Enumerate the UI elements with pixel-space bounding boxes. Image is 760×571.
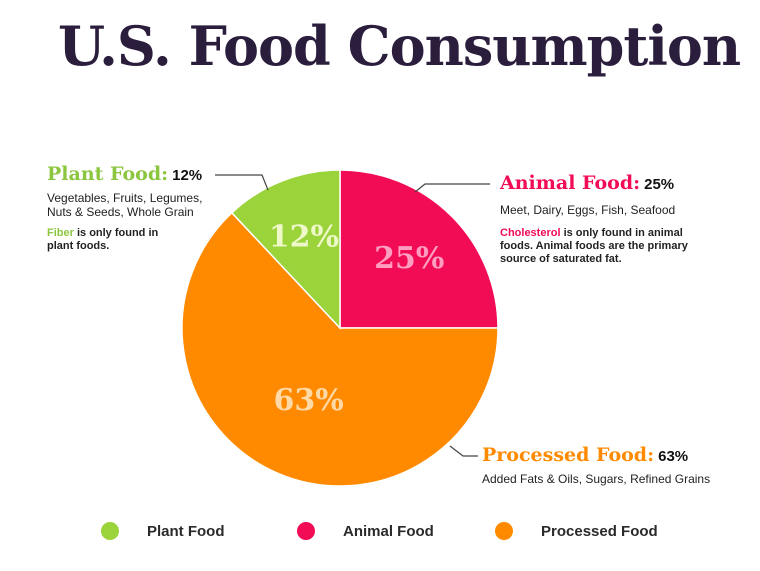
legend-item-animal-food: Animal Food (297, 522, 434, 540)
animal-note-text: foods. Animal foods are the primary (500, 240, 688, 252)
animal-food-name: Animal Food: (500, 172, 641, 194)
processed-food-description: Added Fats & Oils, Sugars, Refined Grain… (482, 472, 752, 486)
animal-leader-line (414, 183, 490, 193)
fiber-highlight: Fiber (47, 227, 74, 239)
animal-food-callout: Animal Food: 25% Meet, Dairy, Eggs, Fish,… (500, 172, 750, 266)
plant-food-description: Vegetables, Fruits, Legumes, Nuts & Seed… (47, 191, 237, 219)
legend-dot-animal (297, 522, 315, 540)
pie-slice-processed-food (181, 211, 499, 487)
chart-legend: Plant Food Animal Food Processed Food (0, 516, 760, 546)
slice-label-processed-food: 63% (273, 383, 343, 418)
processed-desc-line: Added Fats & Oils, Sugars, Refined Grain… (482, 472, 711, 486)
legend-dot-processed (495, 522, 513, 540)
animal-food-note: Cholesterol is only found in animal food… (500, 227, 750, 266)
legend-dot-plant (101, 522, 119, 540)
processed-food-name: Processed Food: (482, 444, 655, 466)
legend-label: Plant Food (147, 522, 225, 540)
pie-slice-animal-food (339, 169, 499, 329)
animal-food-pct: 25% (644, 176, 675, 193)
processed-food-callout: Processed Food: 63% Added Fats & Oils, Su… (482, 444, 752, 486)
cholesterol-highlight: Cholesterol (500, 227, 561, 239)
plant-food-note: Fiber is only found in plant foods. (47, 227, 237, 253)
plant-desc-line: Vegetables, Fruits, Legumes, (47, 191, 203, 205)
legend-item-processed-food: Processed Food (495, 522, 658, 540)
plant-food-pct: 12% (172, 167, 203, 184)
page-title: U.S. Food Consumption (58, 14, 741, 78)
slice-label-plant-food: 12% (269, 219, 339, 254)
plant-desc-line: Nuts & Seeds, Whole Grain (47, 205, 194, 219)
legend-item-plant-food: Plant Food (101, 522, 225, 540)
animal-desc-line: Meet, Dairy, Eggs, Fish, Seafood (500, 203, 676, 217)
plant-note-text: plant foods. (47, 240, 110, 252)
plant-food-callout: Plant Food: 12% Vegetables, Fruits, Legum… (47, 163, 237, 253)
animal-food-description: Meet, Dairy, Eggs, Fish, Seafood (500, 203, 750, 217)
plant-food-name: Plant Food: (47, 163, 169, 185)
legend-label: Processed Food (541, 522, 658, 540)
processed-food-pct: 63% (658, 448, 689, 465)
animal-note-text: source of saturated fat. (500, 253, 622, 265)
legend-label: Animal Food (343, 522, 434, 540)
plant-note-text: is only found in (73, 227, 159, 239)
animal-note-text: is only found in animal (560, 227, 683, 239)
plant-leader-line (215, 174, 269, 191)
slice-label-animal-food: 25% (374, 241, 444, 276)
pie-slice-plant-food (230, 169, 341, 330)
processed-leader-line (449, 445, 478, 457)
